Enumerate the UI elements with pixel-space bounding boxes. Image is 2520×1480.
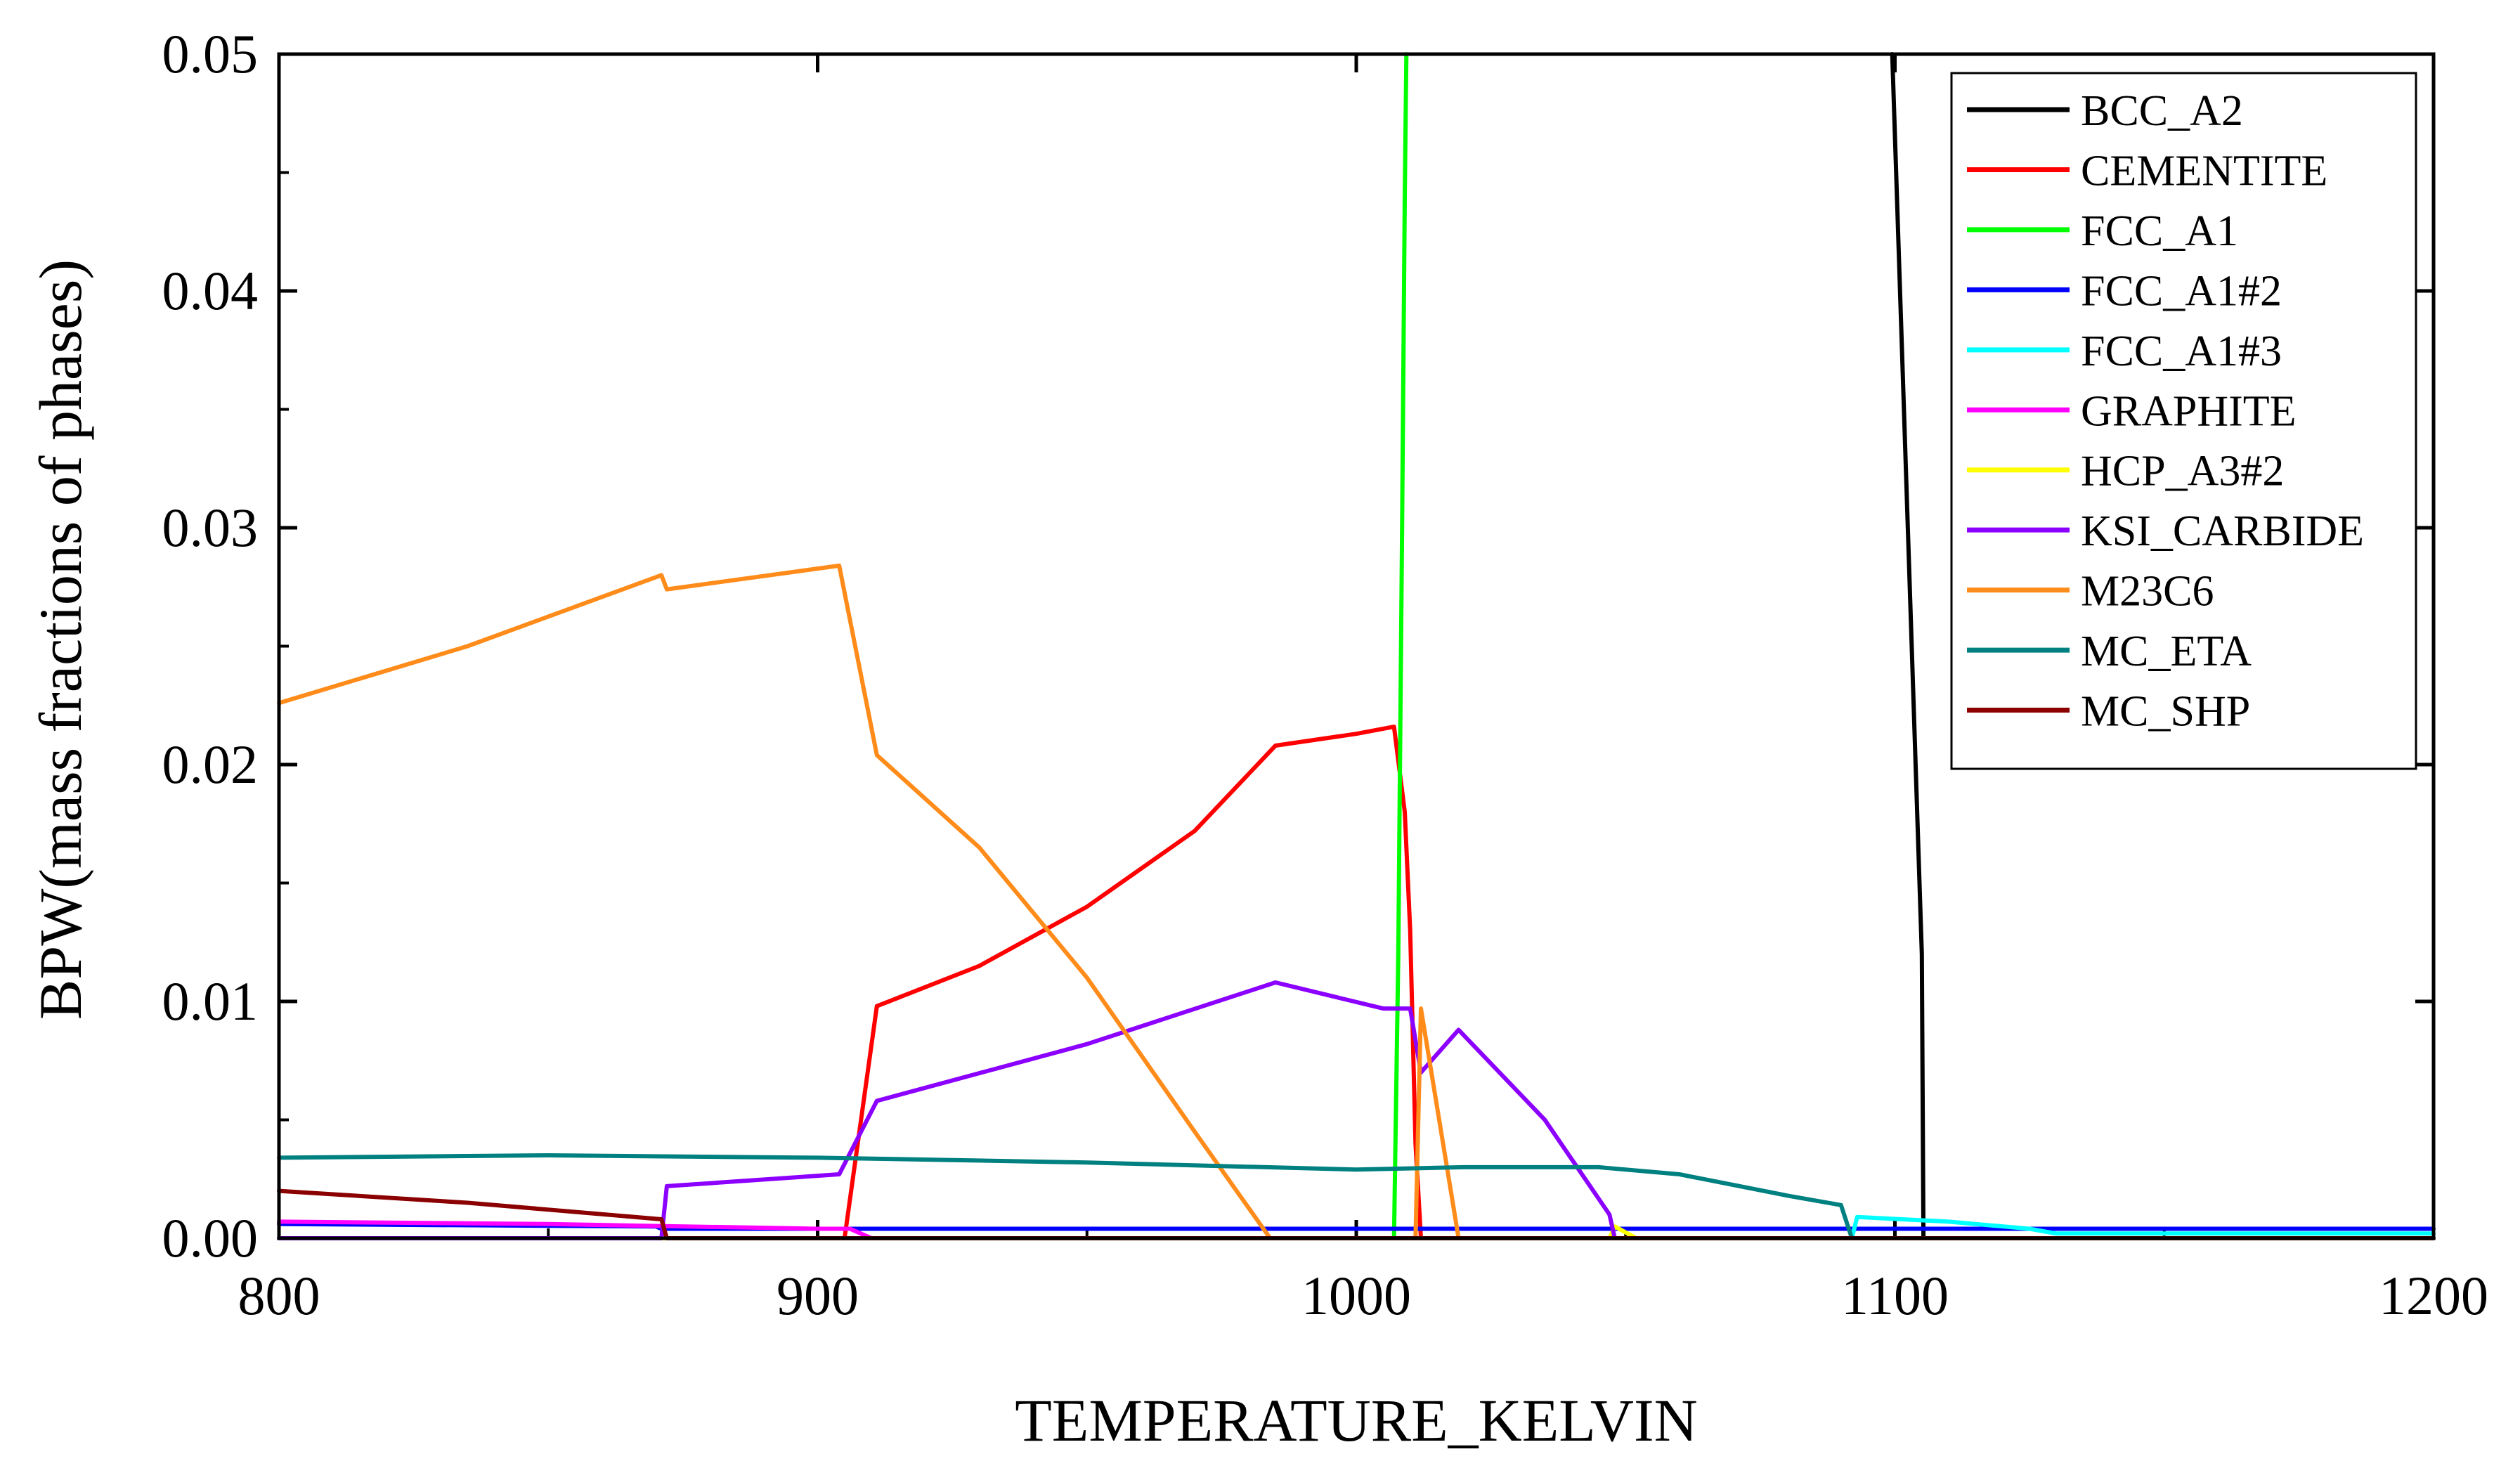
- series-line-cementite: [277, 725, 2436, 1240]
- legend-label: FCC_A1#3: [2081, 327, 2282, 375]
- legend: BCC_A2 CEMENTITE FCC_A1 FCC_A1#2 FCC_A1#3 GRA…: [1950, 72, 2417, 770]
- legend-box: [1950, 72, 2417, 770]
- legend-label: GRAPHITE: [2081, 387, 2297, 435]
- legend-label: KSI_CARBIDE: [2081, 507, 2364, 555]
- legend-label: MC_ETA: [2081, 628, 2252, 675]
- y-tick-label: 0.01: [162, 971, 259, 1032]
- legend-label: CEMENTITE: [2081, 147, 2327, 195]
- y-tick-label: 0.05: [162, 23, 259, 84]
- x-tick-label: 1000: [1301, 1265, 1411, 1326]
- legend-label: HCP_A3#2: [2081, 448, 2284, 495]
- y-tick-label: 0.02: [162, 734, 259, 795]
- x-tick-label: 1200: [2379, 1265, 2488, 1326]
- legend-label: M23C6: [2081, 568, 2214, 616]
- x-tick-label: 800: [238, 1265, 320, 1326]
- plot-frame: [277, 52, 2436, 1240]
- y-tick-label: 0.04: [162, 260, 259, 321]
- series-line-fcc-a1: [277, 52, 1409, 1240]
- series-line-m23c6: [277, 563, 2436, 1240]
- x-axis-title: TEMPERATURE_KELVIN: [1015, 1387, 1698, 1454]
- y-tick-label: 0.03: [162, 497, 259, 558]
- series-line-mc-eta: [277, 1153, 2436, 1240]
- legend-label: BCC_A2: [2081, 87, 2243, 135]
- y-tick-label: 0.00: [162, 1207, 259, 1268]
- legend-label: MC_SHP: [2081, 688, 2250, 736]
- axis-ticks: 800 900 1000 1100 1200 0.00 0.01 0.02 0.03 0.04 0.…: [162, 23, 2489, 1326]
- y-axis-title: BPW(mass fractions of phases): [27, 259, 94, 1020]
- legend-label: FCC_A1: [2081, 207, 2238, 255]
- x-tick-label: 900: [777, 1265, 859, 1326]
- legend-label: FCC_A1#2: [2081, 267, 2282, 315]
- x-tick-label: 1100: [1841, 1265, 1949, 1326]
- series-line-ksi-carbide: [277, 980, 2436, 1240]
